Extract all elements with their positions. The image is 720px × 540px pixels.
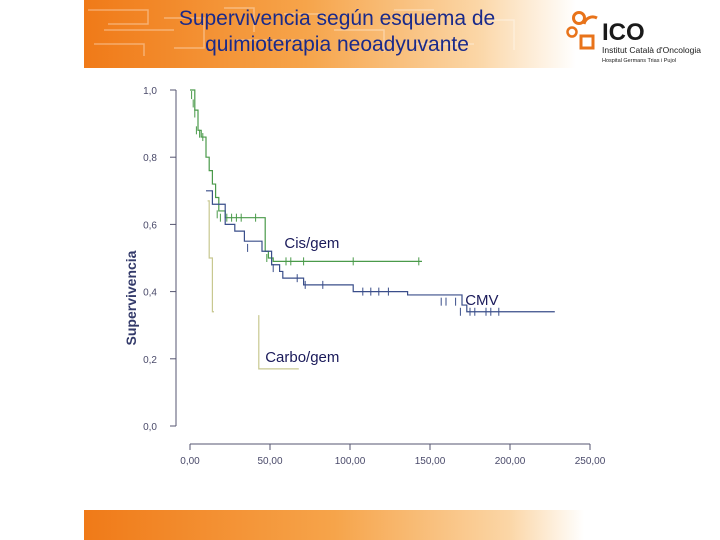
header-pattern bbox=[88, 7, 515, 56]
y-tick-label: 1,0 bbox=[143, 86, 157, 97]
x-tick-label: 0,00 bbox=[180, 456, 200, 467]
survival-chart: 0,0 0,2 0,4 0,6 0,8 1,0 0,00 50,00 100,00 150,00… bbox=[123, 86, 606, 467]
y-axis-label: Supervivencia bbox=[123, 250, 139, 345]
x-tick-label: 150,00 bbox=[415, 456, 446, 467]
y-axis: 0,0 0,2 0,4 0,6 0,8 1,0 bbox=[143, 86, 177, 433]
y-tick-label: 0,4 bbox=[143, 288, 157, 299]
x-axis: 0,00 50,00 100,00 150,00 200,00 250,00 bbox=[180, 443, 606, 467]
x-tick-label: 50,00 bbox=[257, 456, 282, 467]
y-tick-label: 0,8 bbox=[143, 153, 157, 164]
series-line-cmv bbox=[206, 190, 555, 313]
header-band bbox=[84, 0, 576, 68]
ico-logo-mark: ICO Institut Català d'Oncologia Hospital… bbox=[566, 11, 701, 64]
logo-line-2: Hospital Germans Trias i Pujol bbox=[602, 58, 676, 64]
series-line-unlabelled bbox=[258, 315, 299, 370]
x-tick-label: 250,00 bbox=[575, 456, 606, 467]
y-tick-label: 0,6 bbox=[143, 220, 157, 231]
x-tick-label: 100,00 bbox=[335, 456, 366, 467]
title-line-2: quimioterapia neoadyuvante bbox=[205, 33, 469, 56]
title-line-1: Supervivencia según esquema de bbox=[178, 7, 496, 30]
ico-logo: ICO Institut Català d'Oncologia Hospital… bbox=[562, 6, 712, 68]
x-tick-label: 200,00 bbox=[495, 456, 526, 467]
series-layer bbox=[190, 89, 555, 370]
series-line-carbo-gem bbox=[207, 200, 214, 313]
series-annotation: Cis/gem bbox=[284, 235, 339, 252]
footer-band bbox=[84, 510, 584, 540]
logo-name: ICO bbox=[602, 19, 645, 46]
y-tick-label: 0,0 bbox=[143, 422, 157, 433]
annotation-layer: Cis/gem CMV Carbo/gem bbox=[265, 235, 498, 366]
slide-title: Supervivencia según esquema de quimioter… bbox=[92, 6, 582, 58]
y-tick-label: 0,2 bbox=[143, 355, 157, 366]
logo-line-1: Institut Català d'Oncologia bbox=[602, 45, 701, 55]
series-annotation: Carbo/gem bbox=[265, 349, 339, 366]
series-annotation: CMV bbox=[465, 292, 498, 309]
